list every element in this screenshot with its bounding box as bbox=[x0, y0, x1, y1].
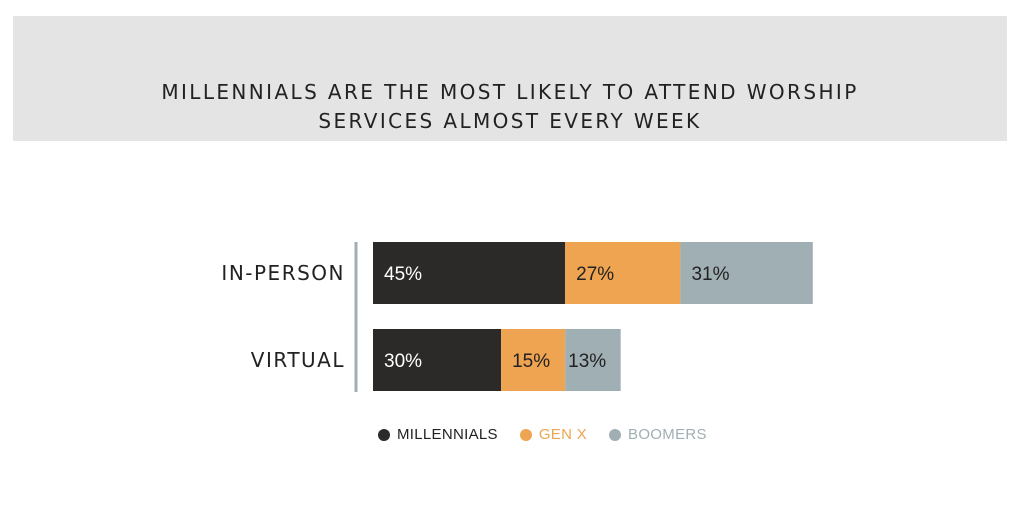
legend-item-gen-x: GEN X bbox=[519, 426, 588, 443]
bar-virtual-boomers bbox=[565, 329, 621, 391]
legend-swatch-millennials bbox=[378, 428, 390, 441]
legend: MILLENNIALS GEN X BOOMERS bbox=[378, 426, 707, 443]
data-label-in-person-millennials: 45% bbox=[384, 264, 422, 285]
bar-virtual-millennials bbox=[373, 329, 502, 391]
category-label-virtual: VIRTUAL bbox=[251, 348, 345, 372]
legend-item-millennials: MILLENNIALS bbox=[378, 426, 498, 443]
data-label-in-person-gen-x: 27% bbox=[576, 264, 614, 285]
labels-layer: IN-PERSON 45% 27% 31% VIRTUAL 30% 15% 13% bbox=[221, 261, 729, 372]
legend-swatch-boomers bbox=[609, 428, 622, 441]
legend-label-gen-x: GEN X bbox=[538, 426, 588, 443]
chart-title: MILLENNIALS ARE THE MOST LIKELY TO ATTEN… bbox=[161, 80, 859, 133]
data-label-in-person-boomers: 31% bbox=[691, 264, 729, 285]
legend-label-millennials: MILLENNIALS bbox=[397, 426, 498, 443]
bar-in-person-millennials bbox=[373, 242, 566, 304]
data-label-virtual-gen-x: 15% bbox=[512, 351, 550, 372]
bar-virtual-gen-x bbox=[501, 329, 566, 391]
title-band bbox=[13, 16, 1007, 141]
bar-in-person-gen-x bbox=[565, 242, 681, 304]
bar-in-person-boomers bbox=[680, 242, 813, 304]
bars-layer bbox=[373, 242, 813, 391]
legend-label-boomers: BOOMERS bbox=[628, 426, 707, 443]
data-label-virtual-millennials: 30% bbox=[384, 351, 422, 372]
category-label-in-person: IN-PERSON bbox=[221, 261, 345, 285]
legend-swatch-gen-x bbox=[519, 428, 532, 441]
legend-item-boomers: BOOMERS bbox=[609, 426, 707, 443]
data-label-virtual-boomers: 13% bbox=[568, 351, 606, 372]
